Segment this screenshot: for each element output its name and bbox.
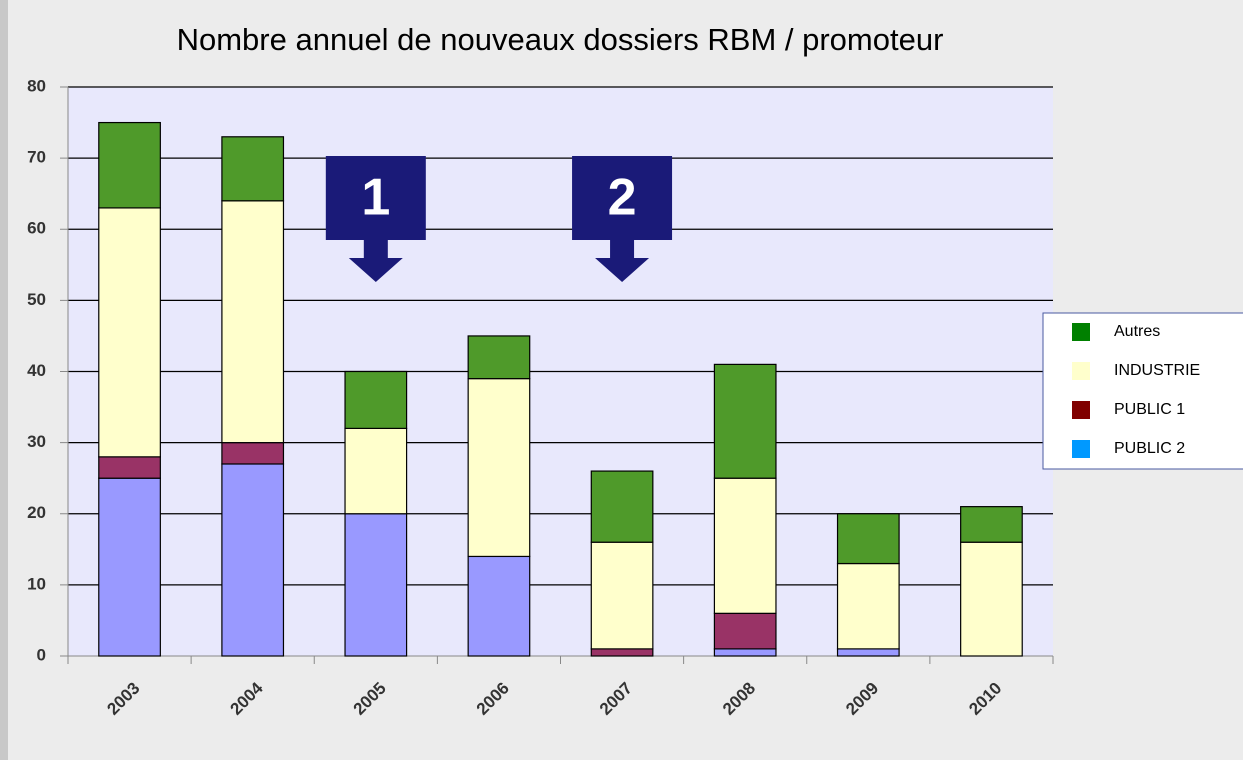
bar-segment — [590, 648, 654, 657]
bar-segment — [344, 427, 408, 515]
y-tick-label: 0 — [37, 645, 46, 664]
bar-segment — [960, 541, 1023, 657]
bar-segment — [467, 378, 531, 558]
legend-label: Autres — [1114, 323, 1160, 340]
legend-swatch — [1072, 440, 1090, 458]
bar-segment — [713, 612, 777, 650]
legend-swatch — [1072, 323, 1090, 341]
y-tick-label: 30 — [27, 432, 46, 451]
legend-label: PUBLIC 2 — [1114, 440, 1185, 457]
bar-segment — [344, 513, 408, 657]
y-tick-label: 60 — [27, 219, 46, 238]
bar-segment — [221, 463, 285, 657]
bar-segment — [590, 470, 654, 543]
bar-segment — [221, 442, 285, 465]
bar-segment — [836, 513, 900, 565]
y-tick-label: 20 — [27, 503, 46, 522]
bar-segment — [344, 370, 408, 430]
annotation-box — [325, 156, 426, 240]
bar-segment — [98, 121, 161, 209]
bar-segment — [836, 562, 900, 650]
legend-label: INDUSTRIE — [1114, 362, 1200, 379]
y-tick-label: 70 — [27, 148, 46, 167]
bar-segment — [467, 555, 531, 657]
y-tick-label: 50 — [27, 290, 46, 309]
annotation-label: 1 — [361, 169, 390, 227]
bar-segment — [713, 648, 777, 657]
annotation-arrow: 1 — [325, 156, 426, 282]
bar-segment — [836, 648, 900, 657]
bar-segment — [221, 200, 285, 444]
legend-label: PUBLIC 1 — [1114, 401, 1185, 418]
bar-segment — [98, 207, 161, 458]
legend-swatch — [1072, 362, 1090, 380]
y-tick-label: 10 — [27, 574, 46, 593]
y-tick-label: 40 — [27, 361, 46, 380]
bar-segment — [590, 541, 654, 650]
annotation-box — [572, 156, 673, 240]
bar-segment — [467, 335, 531, 380]
annotation-arrow: 2 — [572, 156, 673, 282]
chart-title: Nombre annuel de nouveaux dossiers RBM /… — [177, 22, 944, 57]
annotation-arrow-head — [595, 240, 650, 282]
bar-segment — [98, 477, 161, 657]
bar-segment — [713, 363, 777, 479]
bar-segment — [98, 456, 161, 479]
annotation-arrow-head — [348, 240, 403, 282]
legend-swatch — [1072, 401, 1090, 419]
bar-segment — [221, 136, 285, 202]
bar-segment — [960, 506, 1023, 543]
bar-segment — [713, 477, 777, 614]
annotation-label: 2 — [608, 169, 637, 227]
y-tick-label: 80 — [27, 76, 46, 95]
